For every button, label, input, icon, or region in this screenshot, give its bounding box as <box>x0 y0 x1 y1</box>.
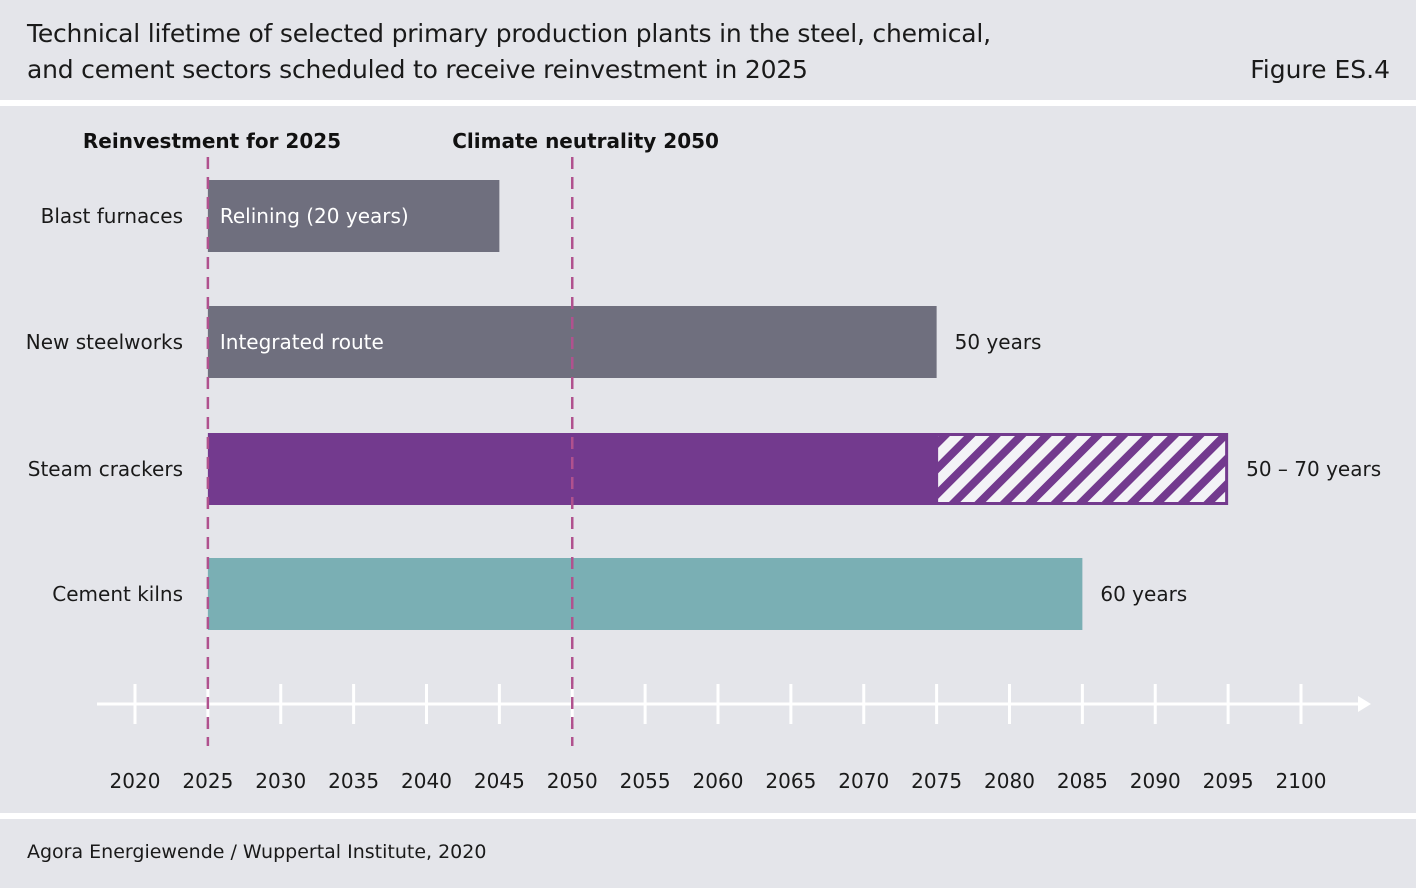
x-tick-label: 2070 <box>838 769 889 793</box>
bar-end-label: 60 years <box>1100 582 1187 606</box>
x-tick-label: 2075 <box>911 769 962 793</box>
x-tick-label: 2045 <box>474 769 525 793</box>
x-tick-label: 2065 <box>765 769 816 793</box>
x-axis-arrow <box>1358 696 1371 712</box>
x-tick-label: 2035 <box>328 769 379 793</box>
bar <box>207 180 500 252</box>
bar <box>207 558 1083 630</box>
divider-bottom <box>0 813 1416 819</box>
x-tick-label: 2080 <box>984 769 1035 793</box>
bar-end-label: 50 years <box>955 330 1042 354</box>
category-label: Blast furnaces <box>41 204 183 228</box>
x-tick-label: 2030 <box>255 769 306 793</box>
x-tick-label: 2085 <box>1057 769 1108 793</box>
x-tick-label: 2095 <box>1203 769 1254 793</box>
category-label: Steam crackers <box>28 457 183 481</box>
bar-inner-label: Integrated route <box>220 330 384 354</box>
marker-label: Reinvestment for 2025 <box>83 129 341 153</box>
header: Technical lifetime of selected primary p… <box>0 0 1416 100</box>
x-tick-label: 2020 <box>110 769 161 793</box>
x-tick-label: 2050 <box>547 769 598 793</box>
bar-end-label: 50 – 70 years <box>1246 457 1381 481</box>
figure-label: Figure ES.4 <box>1250 55 1390 84</box>
bar-inner-label: Relining (20 years) <box>220 204 409 228</box>
bar-hatched-range <box>935 433 1229 505</box>
source-note: Agora Energiewende / Wuppertal Institute… <box>27 841 487 863</box>
x-tick-label: 2060 <box>693 769 744 793</box>
x-tick-label: 2090 <box>1130 769 1181 793</box>
category-label: New steelworks <box>26 330 183 354</box>
x-tick-label: 2100 <box>1276 769 1327 793</box>
chart-area: 2020 2025 2030 2035 2040 2045 2050 2055 2060 2065… <box>26 129 1381 793</box>
x-tick-label: 2040 <box>401 769 452 793</box>
marker-label: Climate neutrality 2050 <box>452 129 719 153</box>
x-tick-label: 2055 <box>620 769 671 793</box>
category-label: Cement kilns <box>52 582 183 606</box>
divider-top <box>0 100 1416 106</box>
x-tick-label: 2025 <box>182 769 233 793</box>
chart-title: Technical lifetime of selected primary p… <box>27 19 991 84</box>
